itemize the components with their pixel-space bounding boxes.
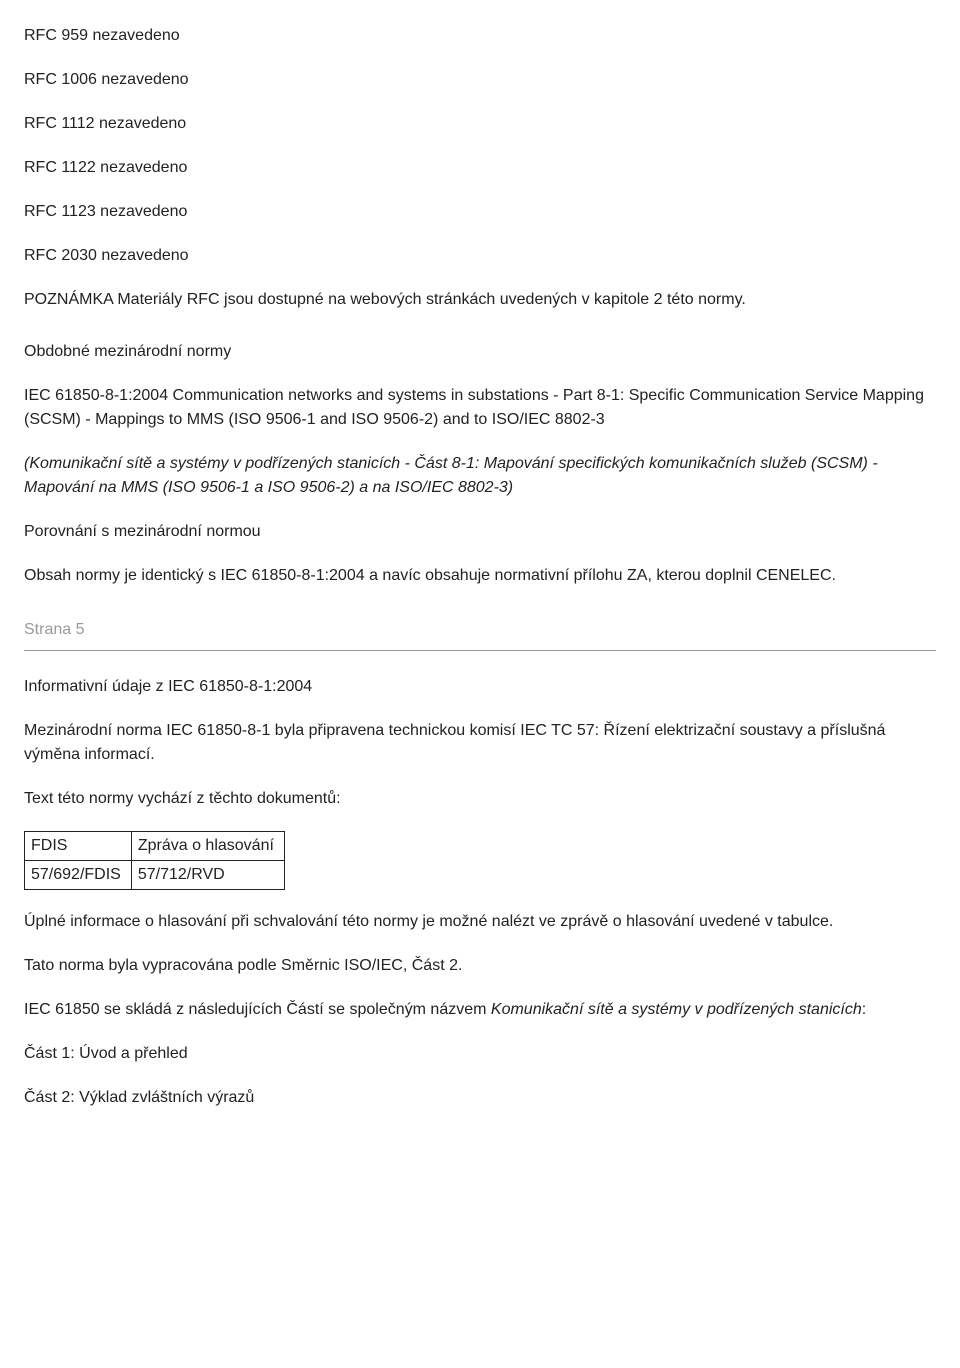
page-number-label: Strana 5 bbox=[24, 618, 936, 642]
page-divider bbox=[24, 650, 936, 651]
info-paragraph: Tato norma byla vypracována podle Směrni… bbox=[24, 954, 936, 978]
rfc-item: RFC 1006 nezavedeno bbox=[24, 68, 936, 92]
table-cell: 57/712/RVD bbox=[131, 861, 284, 890]
info-heading: Informativní údaje z IEC 61850-8-1:2004 bbox=[24, 675, 936, 699]
documents-table: FDIS Zpráva o hlasování 57/692/FDIS 57/7… bbox=[24, 831, 285, 890]
intl-translation: (Komunikační sítě a systémy v podřízenýc… bbox=[24, 452, 936, 500]
rfc-item: RFC 2030 nezavedeno bbox=[24, 244, 936, 268]
info-paragraph: Úplné informace o hlasování při schvalov… bbox=[24, 910, 936, 934]
compare-body: Obsah normy je identický s IEC 61850-8-1… bbox=[24, 564, 936, 588]
table-row: FDIS Zpráva o hlasování bbox=[25, 832, 285, 861]
info-p5-pre: IEC 61850 se skládá z následujících Část… bbox=[24, 1001, 491, 1018]
note-text: POZNÁMKA Materiály RFC jsou dostupné na … bbox=[24, 288, 936, 312]
info-p5-post: : bbox=[862, 1001, 866, 1018]
table-cell: Zpráva o hlasování bbox=[131, 832, 284, 861]
intl-heading: Obdobné mezinárodní normy bbox=[24, 340, 936, 364]
part-item: Část 2: Výklad zvláštních výrazů bbox=[24, 1086, 936, 1110]
rfc-item: RFC 1122 nezavedeno bbox=[24, 156, 936, 180]
info-paragraph: Text této normy vychází z těchto dokumen… bbox=[24, 787, 936, 811]
rfc-item: RFC 1123 nezavedeno bbox=[24, 200, 936, 224]
compare-heading: Porovnání s mezinárodní normou bbox=[24, 520, 936, 544]
table-row: 57/692/FDIS 57/712/RVD bbox=[25, 861, 285, 890]
info-p5-italic: Komunikační sítě a systémy v podřízených… bbox=[491, 1001, 862, 1018]
info-paragraph: IEC 61850 se skládá z následujících Část… bbox=[24, 998, 936, 1022]
intl-body: IEC 61850-8-1:2004 Communication network… bbox=[24, 384, 936, 432]
info-paragraph: Mezinárodní norma IEC 61850-8-1 byla při… bbox=[24, 719, 936, 767]
table-cell: 57/692/FDIS bbox=[25, 861, 132, 890]
part-item: Část 1: Úvod a přehled bbox=[24, 1042, 936, 1066]
rfc-item: RFC 1112 nezavedeno bbox=[24, 112, 936, 136]
table-cell: FDIS bbox=[25, 832, 132, 861]
rfc-item: RFC 959 nezavedeno bbox=[24, 24, 936, 48]
